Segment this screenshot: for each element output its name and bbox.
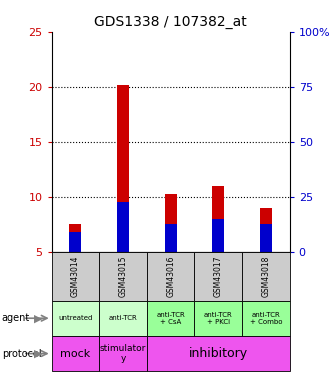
Text: protocol: protocol — [2, 349, 41, 358]
Bar — [70, 224, 81, 252]
Text: untreated: untreated — [58, 315, 93, 321]
Bar — [260, 208, 272, 252]
Bar — [117, 202, 129, 252]
Bar — [117, 85, 129, 252]
Text: GSM43014: GSM43014 — [71, 255, 80, 297]
Text: GSM43018: GSM43018 — [261, 255, 270, 297]
Bar — [52, 252, 99, 300]
Bar — [147, 336, 290, 371]
Text: GSM43017: GSM43017 — [214, 255, 223, 297]
Bar — [212, 186, 224, 252]
Text: anti-TCR
+ Combo: anti-TCR + Combo — [250, 312, 282, 325]
Bar — [212, 219, 224, 252]
Bar — [260, 224, 272, 252]
Text: stimulator
y: stimulator y — [100, 344, 146, 363]
Bar — [194, 252, 242, 300]
Bar — [99, 300, 147, 336]
Bar — [242, 300, 290, 336]
Bar — [70, 232, 81, 252]
Text: anti-TCR
+ PKCi: anti-TCR + PKCi — [204, 312, 233, 325]
Bar — [242, 252, 290, 300]
Bar — [165, 194, 176, 252]
Text: anti-TCR: anti-TCR — [109, 315, 138, 321]
Bar — [52, 336, 99, 371]
Bar — [147, 300, 194, 336]
Bar — [194, 300, 242, 336]
Text: agent: agent — [2, 313, 30, 323]
Bar — [99, 252, 147, 300]
Bar — [165, 224, 176, 252]
Title: GDS1338 / 107382_at: GDS1338 / 107382_at — [94, 15, 247, 30]
Text: ▶: ▶ — [34, 349, 43, 358]
Text: anti-TCR
+ CsA: anti-TCR + CsA — [156, 312, 185, 325]
Text: inhibitory: inhibitory — [189, 347, 248, 360]
Text: GSM43016: GSM43016 — [166, 255, 175, 297]
Bar — [147, 252, 194, 300]
Bar — [99, 336, 147, 371]
Bar — [52, 300, 99, 336]
Text: ▶: ▶ — [34, 313, 43, 323]
Text: mock: mock — [60, 349, 91, 358]
Text: GSM43015: GSM43015 — [119, 255, 128, 297]
